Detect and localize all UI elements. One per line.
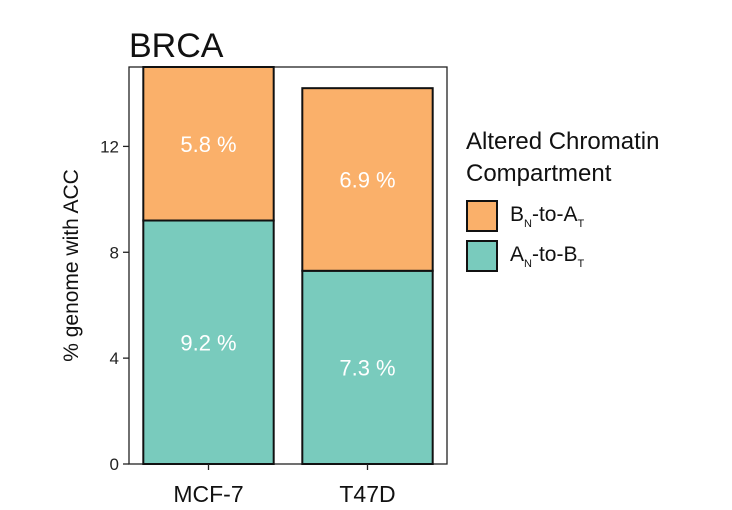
legend-label-bn-to-at-base1: B xyxy=(510,202,525,226)
legend-title-line2: Compartment xyxy=(466,160,612,187)
legend-label-bn-to-at-base2: A xyxy=(563,202,578,226)
legend-label-bn-to-at-sub1: N xyxy=(524,217,532,230)
bar-t47d-bn-to-at xyxy=(301,87,434,272)
bar-label-mcf-7-bn-to-at: 5.8 % xyxy=(180,132,236,157)
y-axis-label: % genome with ACC xyxy=(60,169,83,362)
bar-label-mcf-7-an-to-bt: 9.2 % xyxy=(180,330,236,355)
legend-label-an-to-bt: AN-to-BT xyxy=(510,243,584,270)
legend-item-bn-to-at: BN-to-AT xyxy=(466,198,659,234)
bar-t47d-an-to-bt xyxy=(301,269,434,465)
legend-label-an-to-bt-mid: -to- xyxy=(531,242,564,266)
bar-mcf-7-an-to-bt xyxy=(142,219,275,465)
legend-title-line1: Altered Chromatin xyxy=(466,128,660,155)
legend-label-bn-to-at: BN-to-AT xyxy=(510,203,584,230)
y-tick-label-4: 4 xyxy=(110,349,119,368)
x-tick-label-mcf-7: MCF-7 xyxy=(173,481,243,507)
legend-swatch-an-to-bt xyxy=(466,240,498,272)
x-tick-label-t47d: T47D xyxy=(339,481,395,507)
bar-label-t47d-bn-to-at: 6.9 % xyxy=(339,167,395,192)
legend-swatch-bn-to-at xyxy=(466,200,498,232)
legend-label-an-to-bt-sub1: N xyxy=(524,257,532,270)
legend-label-bn-to-at-sub2: T xyxy=(577,217,585,230)
legend-label-an-to-bt-base1: A xyxy=(510,242,525,266)
legend-label-an-to-bt-sub2: T xyxy=(577,257,585,270)
chart-title: BRCA xyxy=(129,27,224,65)
y-tick-label-12: 12 xyxy=(100,137,119,156)
bar-label-t47d-an-to-bt: 7.3 % xyxy=(339,355,395,380)
bar-mcf-7-bn-to-at xyxy=(142,66,275,222)
legend-label-an-to-bt-base2: B xyxy=(563,242,578,266)
y-tick-label-0: 0 xyxy=(110,455,119,474)
y-tick-label-8: 8 xyxy=(110,243,119,262)
legend-item-an-to-bt: AN-to-BT xyxy=(466,238,659,274)
legend-label-bn-to-at-mid: -to- xyxy=(531,202,564,226)
plot-panel-border xyxy=(128,66,448,465)
legend: Altered Chromatin Compartment BN-to-AT A… xyxy=(466,126,659,274)
